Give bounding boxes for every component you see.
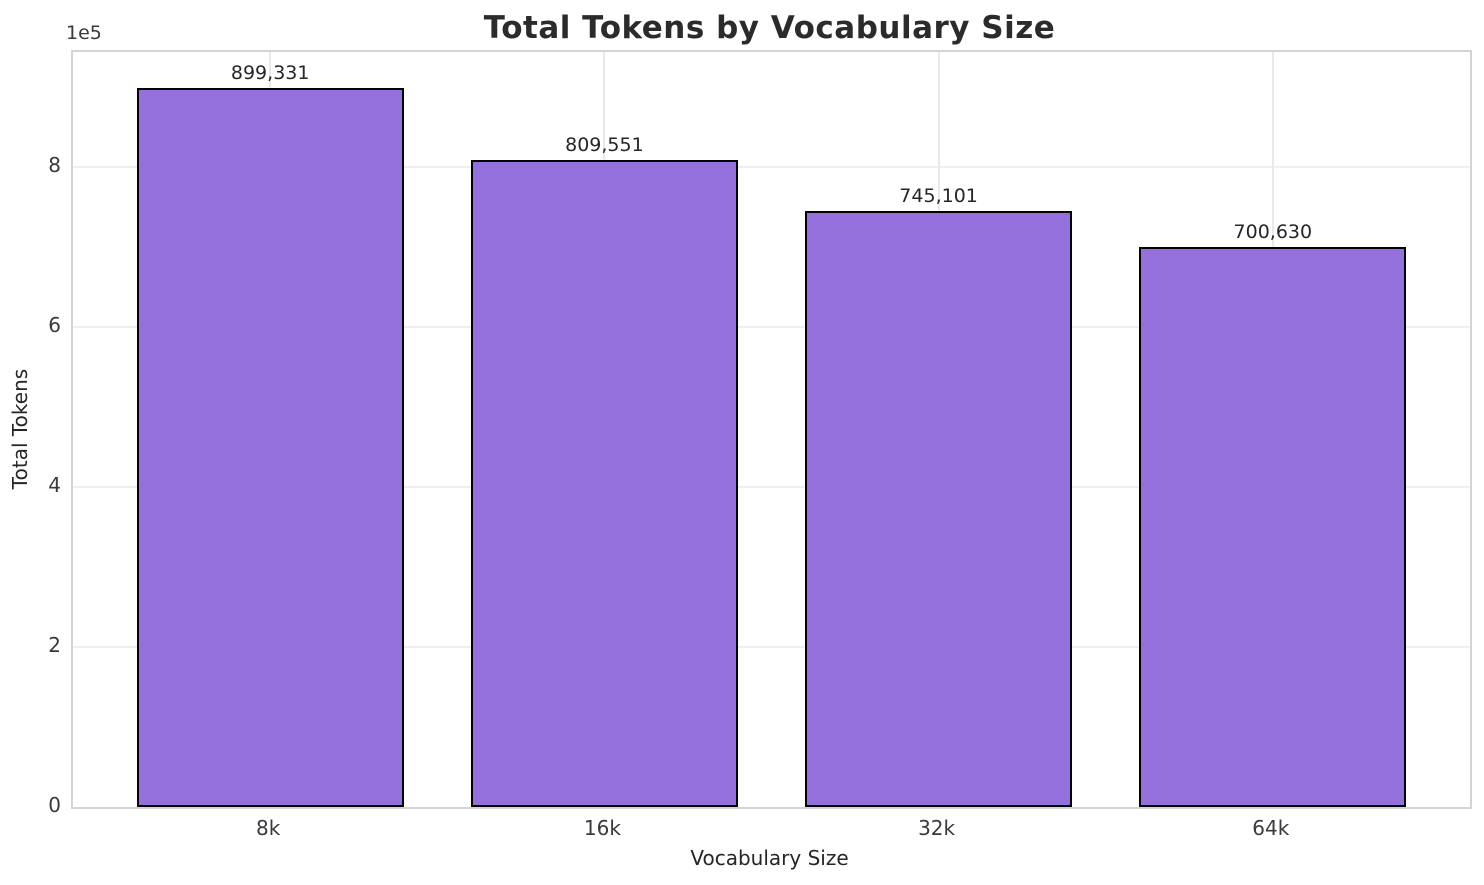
bar-value-label: 899,331 — [230, 61, 310, 84]
y-tick-label: 6 — [48, 313, 61, 338]
bar-32k — [804, 211, 1073, 807]
bar-value-label: 809,551 — [565, 133, 644, 156]
bar-value-label: 745,101 — [899, 185, 978, 208]
chart-title: Total Tokens by Vocabulary Size — [483, 10, 1056, 46]
y-tick-label: 8 — [48, 153, 61, 178]
y-gridline — [73, 166, 1470, 169]
plot-area: 899,331 809,551 745,101 700,630 — [71, 50, 1472, 809]
y-axis-label: Total Tokens — [8, 368, 32, 490]
x-axis-label: Vocabulary Size — [690, 846, 849, 870]
y-tick-label: 0 — [48, 793, 61, 817]
x-tick-label: 16k — [583, 816, 621, 840]
bar-16k — [470, 159, 739, 807]
bar-8k — [136, 87, 404, 807]
y-tick-label: 4 — [48, 473, 61, 498]
y-axis-offset-text: 1e5 — [66, 22, 102, 44]
y-gridline — [73, 326, 1470, 329]
y-tick-label: 2 — [48, 633, 61, 658]
x-tick-label: 64k — [1252, 816, 1290, 840]
bar-value-label: 700,630 — [1233, 220, 1313, 243]
y-gridline — [73, 646, 1470, 649]
x-tick-label: 8k — [256, 816, 281, 840]
y-gridline — [73, 486, 1470, 489]
bar-64k — [1139, 246, 1407, 807]
x-tick-label: 32k — [918, 816, 956, 840]
